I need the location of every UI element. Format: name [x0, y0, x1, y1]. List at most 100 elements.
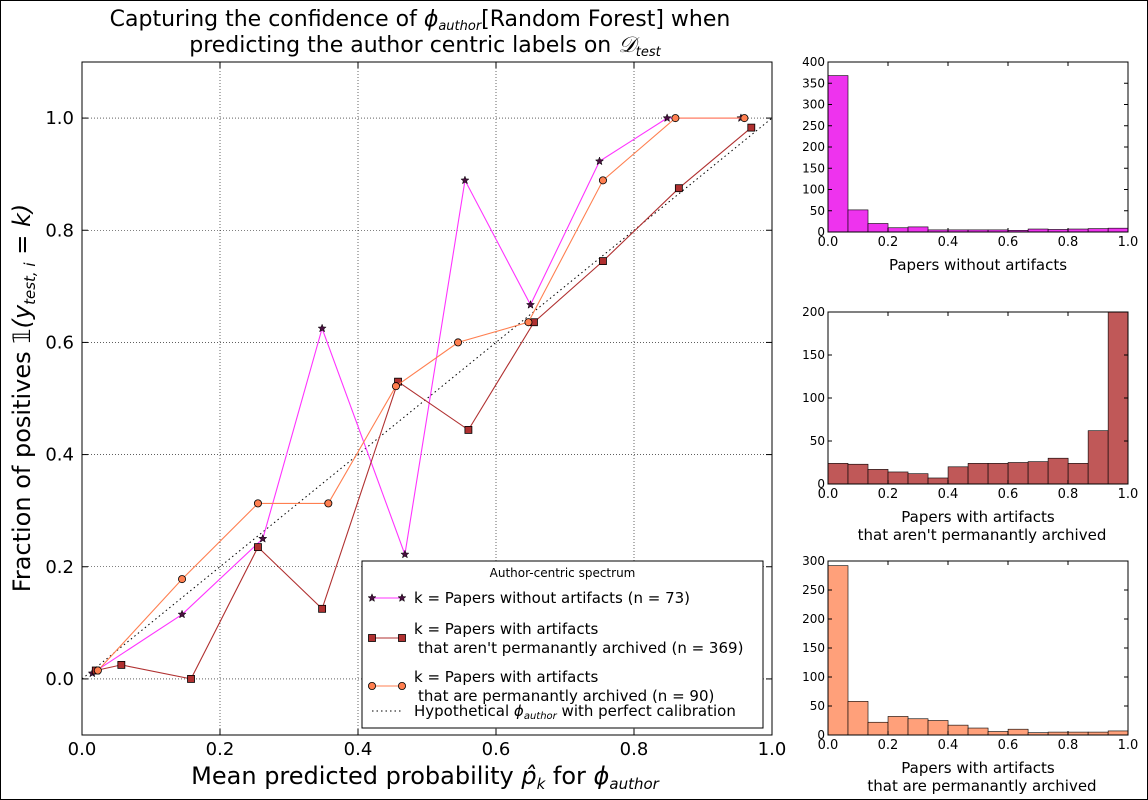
hist-x-sublabel: that are permanantly archived: [867, 777, 1096, 795]
point-no_artifacts: [317, 323, 327, 333]
hist-x-label: Papers with artifacts: [901, 508, 1055, 526]
y-axis-label: Fraction of positives 𝟙(ytest, i = k): [8, 204, 39, 592]
hist-y-tick-label: 200: [802, 612, 825, 626]
hist-x-tick-label: 0.2: [878, 738, 899, 753]
histogram-hist_no_artifacts: 0.0 0.2 0.4 0.6 0.8 1.0 0 50 100 150 200 250 300 350 4…: [802, 55, 1138, 274]
hist-bar: [1007, 728, 1029, 736]
y-tick-label: 0.6: [45, 332, 74, 353]
point-no_artifacts: [177, 609, 187, 619]
series-line-archived: [97, 117, 745, 671]
hist-bar: [1087, 430, 1109, 485]
y-axis-ticks: 0.0 0.2 0.4 0.6 0.8 1.0: [45, 108, 772, 690]
hist-x-tick-label: 0.4: [938, 738, 959, 753]
hist-bar: [1107, 227, 1129, 233]
hist-x-tick-label: 0.0: [818, 487, 839, 502]
hist-y-tick-label: 200: [802, 305, 825, 319]
point-archived: [454, 338, 463, 347]
legend-marker-not_archived: [368, 634, 376, 642]
hist-bar: [1027, 461, 1049, 485]
histogram-hist_not_archived: 0.0 0.2 0.4 0.6 0.8 1.0 0 50 100 150 200 Papers wit…: [802, 305, 1138, 544]
point-archived: [524, 318, 533, 327]
y-tick-label: 1.0: [45, 108, 74, 129]
histogram-hist_archived: 0.0 0.2 0.4 0.6 0.8 1.0 0 50 100 150 200 250 300 Pape…: [802, 554, 1138, 795]
hist-y-tick-label: 400: [802, 55, 825, 69]
hist-x-tick-label: 0.8: [1058, 487, 1079, 502]
legend-box: [361, 560, 764, 729]
legend-sublabel-not_archived: that aren't permanantly archived (n = 36…: [418, 639, 743, 657]
hist-bar: [927, 720, 949, 736]
hist-y-tick-label: 250: [802, 119, 825, 133]
x-axis-ticks: 0.0 0.2 0.4 0.6 0.8 1.0: [68, 62, 786, 760]
hist-bar: [927, 477, 949, 485]
hist-y-tick-label: 150: [802, 641, 825, 655]
point-not_archived: [599, 257, 607, 265]
hist-bar: [1067, 463, 1089, 485]
hist-x-tick-label: 1.0: [1118, 487, 1139, 502]
hist-y-tick-label: 300: [802, 98, 825, 112]
hist-x-tick-label: 1.0: [1118, 235, 1139, 250]
hist-bar: [987, 731, 1009, 736]
point-archived: [671, 114, 680, 123]
hist-x-tick-label: 0.2: [878, 487, 899, 502]
plot-frame: [81, 61, 773, 736]
hist-x-tick-label: 0.8: [1058, 235, 1079, 250]
hist-bar: [967, 727, 989, 736]
legend-title: Author-centric spectrum: [490, 566, 636, 580]
hist-y-tick-label: 50: [810, 699, 825, 713]
legend: Author-centric spectrum k = Papers withou…: [361, 560, 764, 729]
hist-y-tick-label: 150: [802, 348, 825, 362]
hist-y-tick-label: 0: [817, 225, 825, 239]
x-tick-label: 0.6: [482, 739, 511, 760]
hist-x-label: Papers with artifacts: [901, 759, 1055, 777]
legend-label-not_archived: k = Papers with artifacts: [414, 620, 598, 638]
hist-y-tick-label: 50: [810, 434, 825, 448]
hist-frame: [827, 560, 1129, 736]
legend-marker-not_archived: [398, 634, 406, 642]
point-no_artifacts: [400, 549, 410, 559]
hist-bar: [867, 469, 889, 485]
hist-bar: [1007, 462, 1029, 485]
hist-bar: [907, 473, 929, 485]
x-tick-label: 0.0: [68, 739, 97, 760]
series-archived: [93, 114, 749, 675]
point-no_artifacts: [662, 113, 672, 123]
point-archived: [253, 499, 262, 508]
hist-bar: [1047, 457, 1069, 485]
legend-label-archived: k = Papers with artifacts: [414, 668, 598, 686]
legend-marker-no_artifacts: [367, 593, 377, 602]
hist-y-tick-label: 250: [802, 583, 825, 597]
legend-marker-no_artifacts: [397, 593, 407, 602]
hist-frame: [827, 311, 1129, 485]
hist-y-tick-label: 100: [802, 391, 825, 405]
hist-x-tick-label: 0.0: [818, 738, 839, 753]
chart-title-line1: Capturing the confidence of ϕauthor[Rand…: [110, 7, 731, 34]
hist-y-tick-label: 150: [802, 161, 825, 175]
hist-frame: [827, 61, 1129, 233]
point-no_artifacts: [258, 533, 268, 543]
chart-title-line2: predicting the author centric labels on …: [189, 33, 661, 60]
hist-y-tick-label: 300: [802, 554, 825, 568]
hist-x-tick-label: 0.4: [938, 487, 959, 502]
y-tick-label: 0.8: [45, 220, 74, 241]
calibration-plot: 0.0 0.2 0.4 0.6 0.8 1.0 0.0 0.2 0.4 0.6 0.8 1.0 Capt…: [8, 7, 786, 793]
hist-y-tick-label: 0: [817, 728, 825, 742]
point-not_archived: [254, 543, 262, 552]
series-no_artifacts: [87, 113, 746, 678]
hist-x-tick-label: 1.0: [1118, 738, 1139, 753]
hist-bar: [907, 226, 929, 233]
hist-bar: [867, 223, 889, 233]
hist-bar: [827, 463, 849, 485]
hist-y-tick-label: 350: [802, 76, 825, 90]
point-archived: [391, 382, 400, 391]
hist-x-sublabel: that aren't permanantly archived: [858, 526, 1107, 544]
series-line-no_artifacts: [91, 117, 741, 674]
hist-bar: [967, 463, 989, 485]
point-not_archived: [747, 123, 756, 132]
hist-bar: [847, 463, 869, 485]
hist-y-tick-label: 50: [810, 204, 825, 218]
x-axis-label: Mean predicted probability p̂k for ϕauth…: [191, 762, 659, 793]
hist-y-tick-label: 200: [802, 140, 825, 154]
point-archived: [740, 114, 749, 123]
hist-bar: [947, 724, 969, 736]
